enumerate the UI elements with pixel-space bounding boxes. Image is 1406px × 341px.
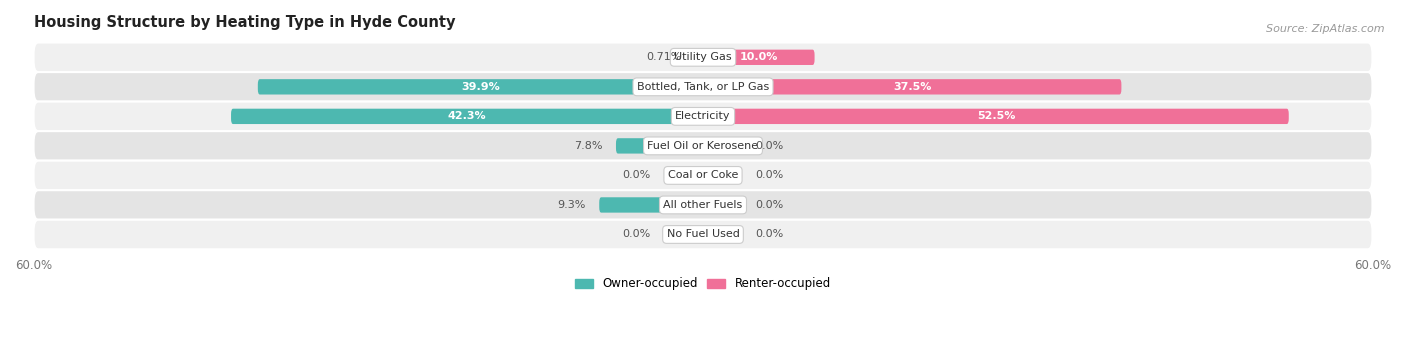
FancyBboxPatch shape bbox=[703, 138, 742, 153]
Text: No Fuel Used: No Fuel Used bbox=[666, 229, 740, 239]
Text: 52.5%: 52.5% bbox=[977, 112, 1015, 121]
FancyBboxPatch shape bbox=[34, 102, 1372, 131]
FancyBboxPatch shape bbox=[34, 131, 1372, 161]
FancyBboxPatch shape bbox=[703, 50, 814, 65]
Text: 0.0%: 0.0% bbox=[755, 141, 783, 151]
Text: 0.0%: 0.0% bbox=[755, 229, 783, 239]
FancyBboxPatch shape bbox=[34, 190, 1372, 220]
FancyBboxPatch shape bbox=[703, 168, 742, 183]
Text: Electricity: Electricity bbox=[675, 112, 731, 121]
FancyBboxPatch shape bbox=[695, 50, 703, 65]
Text: Coal or Coke: Coal or Coke bbox=[668, 170, 738, 180]
FancyBboxPatch shape bbox=[664, 227, 703, 242]
Text: 10.0%: 10.0% bbox=[740, 52, 778, 62]
FancyBboxPatch shape bbox=[703, 227, 742, 242]
FancyBboxPatch shape bbox=[34, 220, 1372, 249]
FancyBboxPatch shape bbox=[34, 161, 1372, 190]
FancyBboxPatch shape bbox=[703, 197, 742, 213]
FancyBboxPatch shape bbox=[703, 109, 1289, 124]
Text: Fuel Oil or Kerosene: Fuel Oil or Kerosene bbox=[647, 141, 759, 151]
Text: 39.9%: 39.9% bbox=[461, 82, 499, 92]
FancyBboxPatch shape bbox=[616, 138, 703, 153]
Text: All other Fuels: All other Fuels bbox=[664, 200, 742, 210]
FancyBboxPatch shape bbox=[257, 79, 703, 94]
Legend: Owner-occupied, Renter-occupied: Owner-occupied, Renter-occupied bbox=[571, 273, 835, 295]
FancyBboxPatch shape bbox=[34, 72, 1372, 102]
Text: 0.0%: 0.0% bbox=[623, 170, 651, 180]
FancyBboxPatch shape bbox=[231, 109, 703, 124]
FancyBboxPatch shape bbox=[703, 79, 1122, 94]
Text: 9.3%: 9.3% bbox=[557, 200, 586, 210]
FancyBboxPatch shape bbox=[599, 197, 703, 213]
FancyBboxPatch shape bbox=[664, 168, 703, 183]
Text: Bottled, Tank, or LP Gas: Bottled, Tank, or LP Gas bbox=[637, 82, 769, 92]
Text: Source: ZipAtlas.com: Source: ZipAtlas.com bbox=[1267, 24, 1385, 34]
Text: Utility Gas: Utility Gas bbox=[675, 52, 731, 62]
Text: 7.8%: 7.8% bbox=[574, 141, 603, 151]
FancyBboxPatch shape bbox=[34, 43, 1372, 72]
Text: 0.71%: 0.71% bbox=[647, 52, 682, 62]
Text: 0.0%: 0.0% bbox=[623, 229, 651, 239]
Text: 0.0%: 0.0% bbox=[755, 170, 783, 180]
Text: Housing Structure by Heating Type in Hyde County: Housing Structure by Heating Type in Hyd… bbox=[34, 15, 456, 30]
Text: 0.0%: 0.0% bbox=[755, 200, 783, 210]
Text: 42.3%: 42.3% bbox=[447, 112, 486, 121]
Text: 37.5%: 37.5% bbox=[893, 82, 931, 92]
